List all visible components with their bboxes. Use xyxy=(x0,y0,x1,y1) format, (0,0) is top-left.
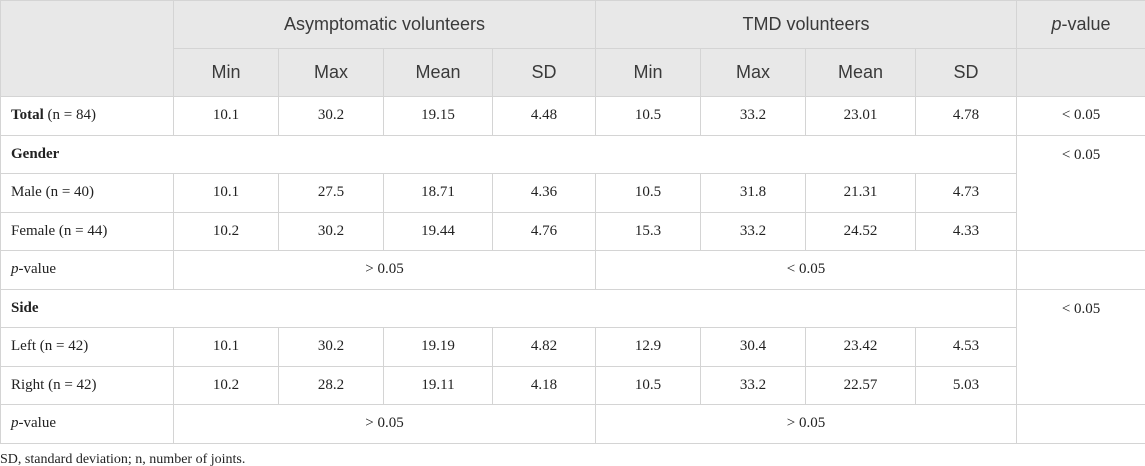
cell: 4.76 xyxy=(491,211,597,251)
cell: 10.5 xyxy=(595,365,702,405)
row-label-bold: Total xyxy=(11,107,44,124)
row-label: Female (n = 44) xyxy=(0,211,174,251)
cell: 19.11 xyxy=(383,365,493,405)
cell: 10.2 xyxy=(173,365,279,405)
table-row: Total (n = 84) 10.1 30.2 19.15 4.48 10.5 33.2 2… xyxy=(0,96,1145,136)
table-row: Female (n = 44) 10.2 30.2 19.44 4.76 15.3 33.2… xyxy=(0,211,1145,251)
section-title: Side xyxy=(0,288,1018,328)
cell: 23.42 xyxy=(805,327,917,367)
column-header: Min xyxy=(595,48,702,97)
column-header: SD xyxy=(491,48,597,97)
cell: 5.03 xyxy=(915,365,1018,405)
cell: 12.9 xyxy=(595,327,702,367)
p-cell: ˃ 0.05 xyxy=(595,404,1018,444)
p-suffix: -value xyxy=(1061,14,1111,34)
cell: 23.01 xyxy=(805,96,917,136)
cell: 10.5 xyxy=(595,96,702,136)
row-label: p-value xyxy=(0,250,174,290)
cell: 33.2 xyxy=(700,365,807,405)
p-row: p-value ˃ 0.05 ˂ 0.05 xyxy=(0,250,1145,290)
section-row: Gender ˂ 0.05 xyxy=(0,134,1145,251)
cell: 21.31 xyxy=(805,173,917,213)
cell: 18.71 xyxy=(383,173,493,213)
cell: 10.5 xyxy=(595,173,702,213)
cell: 4.53 xyxy=(915,327,1018,367)
header-row: Asymptomatic volunteers TMD volunteers p-v… xyxy=(0,0,1145,97)
header-cell xyxy=(0,0,174,97)
cell: 4.82 xyxy=(491,327,597,367)
p-cell: ˂ 0.05 xyxy=(595,250,1018,290)
row-label: Left (n = 42) xyxy=(0,327,174,367)
header-cell xyxy=(1016,48,1145,97)
cell: 31.8 xyxy=(700,173,807,213)
cell: 19.44 xyxy=(383,211,493,251)
column-header: Mean xyxy=(383,48,493,97)
group-header: Asymptomatic volunteers xyxy=(172,0,597,49)
cell: 4.33 xyxy=(915,211,1018,251)
row-label: Male (n = 40) xyxy=(0,173,174,213)
row-label: Total (n = 84) xyxy=(0,96,174,136)
column-header: Mean xyxy=(805,48,917,97)
cell: 10.1 xyxy=(173,96,279,136)
cell: 22.57 xyxy=(805,365,917,405)
cell: 33.2 xyxy=(700,96,807,136)
section-row: Side ˂ 0.05 xyxy=(0,288,1145,405)
cell: 4.36 xyxy=(491,173,597,213)
section-title-text: Gender xyxy=(11,145,60,162)
footnote: SD, standard deviation; n, number of joi… xyxy=(0,451,246,466)
cell: 4.73 xyxy=(915,173,1018,213)
p-row: p-value ˃ 0.05 ˃ 0.05 xyxy=(0,404,1145,444)
column-header: Min xyxy=(173,48,279,97)
italic-p: p xyxy=(11,415,19,432)
section-title-text: Side xyxy=(11,299,39,316)
cell: 4.48 xyxy=(491,96,597,136)
p-cell: ˃ 0.05 xyxy=(172,404,597,444)
cell: 10.1 xyxy=(173,327,279,367)
p-header: p-value xyxy=(1016,0,1145,49)
cell: 19.15 xyxy=(383,96,493,136)
group-header: TMD volunteers xyxy=(595,0,1018,49)
p-suffix: -value xyxy=(18,415,56,432)
column-header: Max xyxy=(278,48,384,97)
cell: 4.18 xyxy=(491,365,597,405)
data-table: Asymptomatic volunteers TMD volunteers p-v… xyxy=(0,0,1145,444)
p-cell: ˂ 0.05 xyxy=(1016,134,1145,251)
cell: 30.2 xyxy=(278,211,384,251)
cell: 4.78 xyxy=(915,96,1018,136)
table-row: Right (n = 42) 10.2 28.2 19.11 4.18 10.5 33.2 2… xyxy=(0,365,1145,405)
cell: 30.2 xyxy=(278,327,384,367)
p-suffix: -value xyxy=(18,261,56,278)
cell xyxy=(1016,404,1145,444)
cell xyxy=(1016,250,1145,290)
cell: 27.5 xyxy=(278,173,384,213)
header-row: Min Max Mean SD Min Max Mean SD xyxy=(1,48,1145,97)
row-label: Right (n = 42) xyxy=(0,365,174,405)
table-row: Male (n = 40) 10.1 27.5 18.71 4.36 10.5 31.8 21… xyxy=(0,173,1145,213)
column-header: Max xyxy=(700,48,807,97)
cell: 33.2 xyxy=(700,211,807,251)
table-row: Left (n = 42) 10.1 30.2 19.19 4.82 12.9 30.4 23… xyxy=(0,327,1145,367)
cell: 28.2 xyxy=(278,365,384,405)
cell: 10.2 xyxy=(173,211,279,251)
cell: 24.52 xyxy=(805,211,917,251)
cell: 30.4 xyxy=(700,327,807,367)
italic-p: p xyxy=(1051,14,1062,34)
p-cell: ˃ 0.05 xyxy=(172,250,597,290)
section-title: Gender xyxy=(0,134,1018,174)
cell: 30.2 xyxy=(278,96,384,136)
p-cell: ˂ 0.05 xyxy=(1016,288,1145,405)
cell: 10.1 xyxy=(173,173,279,213)
row-label-n: (n = 84) xyxy=(47,107,96,124)
p-cell: ˂ 0.05 xyxy=(1016,96,1145,136)
italic-p: p xyxy=(11,261,19,278)
row-label: p-value xyxy=(0,404,174,444)
cell: 15.3 xyxy=(595,211,702,251)
cell: 19.19 xyxy=(383,327,493,367)
column-header: SD xyxy=(915,48,1018,97)
